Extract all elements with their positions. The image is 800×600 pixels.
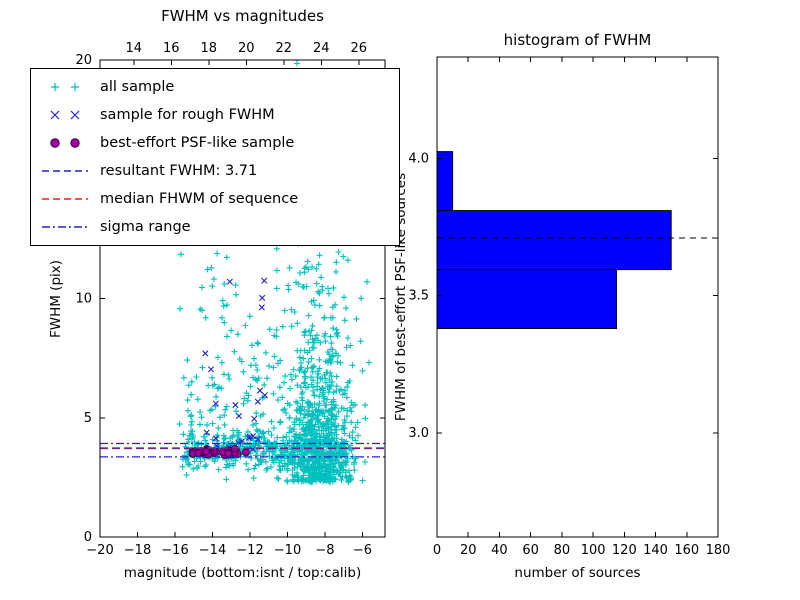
legend-x-icon — [50, 110, 80, 120]
legend-dashed-icon — [42, 170, 88, 172]
legend-circle-icon — [50, 138, 80, 148]
scatter-top-xtick-label: 20 — [238, 41, 255, 56]
point-best-effort-psf-like-sample — [202, 447, 210, 456]
legend-dashed-icon — [42, 198, 88, 200]
hist-xtick-label: 0 — [433, 543, 441, 558]
legend-item: resultant FWHM: 3.71 — [39, 157, 391, 185]
hist-xtick-label: 180 — [706, 543, 731, 558]
scatter-xtick-label: −10 — [274, 543, 301, 558]
legend-item: sample for rough FWHM — [39, 101, 391, 129]
legend-item-label: sigma range — [100, 219, 191, 235]
legend-item: all sample — [39, 73, 391, 101]
scatter-top-xtick-label: 22 — [275, 41, 292, 56]
point-best-effort-psf-like-sample — [242, 448, 250, 456]
scatter-xtick-label: −12 — [236, 543, 263, 558]
scatter-xtick-label: −18 — [124, 543, 151, 558]
legend-item-label: best-effort PSF-like sample — [100, 135, 295, 151]
hist-xtick-label: 120 — [612, 543, 637, 558]
scatter-top-xtick-label: 24 — [313, 41, 330, 56]
legend-plus-icon — [51, 83, 79, 91]
hist-bar — [436, 151, 454, 212]
hist-xtick-label: 100 — [581, 543, 606, 558]
legend-item: median FHWM of sequence — [39, 185, 391, 213]
hist-xtick-label: 80 — [554, 543, 571, 558]
scatter-ytick-label: 20 — [75, 53, 92, 68]
scatter-ytick-label: 5 — [84, 411, 92, 426]
legend-item-label: resultant FWHM: 3.71 — [100, 163, 258, 179]
point-best-effort-psf-like-sample — [194, 449, 203, 457]
scatter-xtick-label: −6 — [353, 543, 372, 558]
hist-ytick-label: 4.0 — [408, 151, 429, 166]
scatter-top-xtick-label: 26 — [350, 41, 367, 56]
legend-item-label: all sample — [100, 79, 175, 95]
scatter-top-xtick-label: 14 — [125, 41, 142, 56]
hist-xtick-label: 40 — [491, 543, 508, 558]
scatter-xtick-label: −16 — [161, 543, 188, 558]
hist-xtick-label: 160 — [674, 543, 699, 558]
legend-item-label: median FHWM of sequence — [100, 191, 299, 207]
legend-box: all sample sample for rough FWHM best-effo… — [30, 68, 400, 246]
legend-item-label: sample for rough FWHM — [100, 107, 275, 123]
scatter-top-xtick-label: 16 — [163, 41, 180, 56]
histogram-title: histogram of FWHM — [503, 31, 652, 49]
point-best-effort-psf-like-sample — [224, 449, 233, 458]
scatter-xaxis-label: magnitude (bottom:isnt / top:calib) — [123, 565, 362, 581]
scatter-plot-title: FWHM vs magnitudes — [161, 7, 324, 25]
legend-item: best-effort PSF-like sample — [39, 129, 391, 157]
histogram-xaxis-label: number of sources — [514, 565, 641, 581]
scatter-top-xtick-label: 18 — [200, 41, 217, 56]
scatter-xtick-label: −8 — [315, 543, 334, 558]
scatter-xtick-label: −14 — [199, 543, 226, 558]
hist-xtick-label: 20 — [460, 543, 477, 558]
histogram-axes-frame — [436, 56, 719, 538]
scatter-ytick-label: 0 — [84, 530, 92, 545]
hist-xtick-label: 60 — [522, 543, 539, 558]
hist-bar — [436, 210, 672, 271]
hist-ytick-label: 3.5 — [408, 289, 429, 304]
hist-bar — [436, 269, 618, 330]
hist-ytick-label: 3.0 — [408, 426, 429, 441]
scatter-xtick-label: −20 — [86, 543, 113, 558]
legend-item: sigma range — [39, 213, 391, 241]
legend-dashdot-icon — [42, 226, 88, 228]
hist-xtick-label: 140 — [643, 543, 668, 558]
scatter-ytick-label: 10 — [75, 292, 92, 307]
